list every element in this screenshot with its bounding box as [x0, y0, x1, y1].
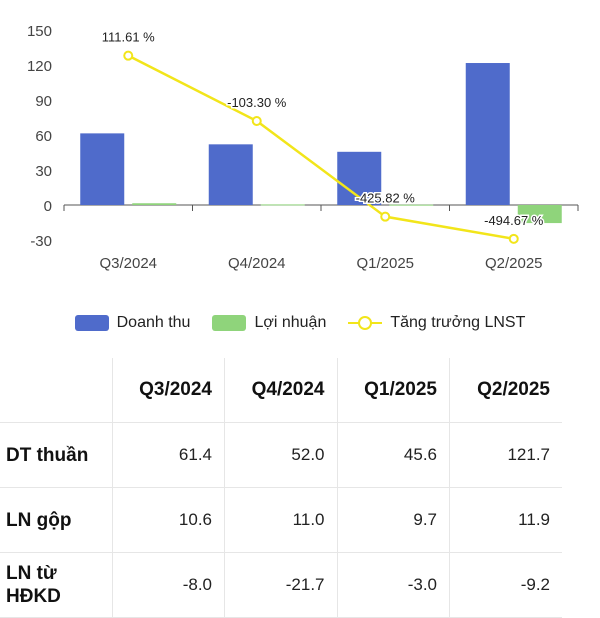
growth-point [123, 50, 134, 61]
bar-profit [260, 204, 305, 206]
x-tick-label: Q4/2024 [228, 255, 286, 272]
legend-item-profit[interactable]: Lợi nhuận [212, 314, 326, 332]
x-axis: Q3/2024 Q4/2024 Q1/2025 Q2/2025 [63, 204, 579, 272]
bar-profit [132, 203, 177, 205]
table-header-q4-2024: Q4/2024 [224, 358, 338, 423]
legend-swatch-revenue [74, 315, 109, 331]
table-row: LN từ HĐKD -8.0 -21.7 -3.0 -9.2 [0, 552, 562, 618]
growth-line: 111.61 % -103.30 % -425.82 % -494.67 % [100, 28, 545, 244]
table-cell: 11.0 [224, 487, 338, 553]
table-cell: 9.7 [337, 487, 450, 553]
bar-revenue [208, 144, 253, 205]
table-header-row: Q3/2024 Q4/2024 Q1/2025 Q2/2025 [0, 358, 562, 423]
table-header-blank [0, 358, 113, 423]
growth-point [508, 233, 519, 244]
table-cell: 52.0 [224, 422, 338, 488]
x-tick-label: Q1/2025 [356, 255, 414, 272]
table-cell: 121.7 [449, 422, 562, 488]
y-tick-label: 60 [35, 128, 52, 145]
growth-point [380, 211, 391, 222]
row-label: LN gộp [0, 487, 113, 553]
legend-swatch-growth [348, 315, 383, 331]
combo-chart: -30 0 30 60 90 120 150 Q3/2024 Q4/2024 Q1/2025 Q2… [27, 23, 579, 272]
row-label: DT thuần [0, 422, 113, 488]
legend: Doanh thu Lợi nhuận Tăng trưởng LNST [0, 308, 600, 338]
bars [80, 63, 562, 224]
y-tick-label: 120 [27, 58, 52, 75]
y-tick-label: 30 [35, 163, 52, 180]
legend-label-profit: Lợi nhuận [254, 314, 327, 331]
financial-table: Q3/2024 Q4/2024 Q1/2025 Q2/2025 DT thuần… [0, 358, 600, 618]
y-tick-label: 0 [44, 198, 52, 215]
bar-profit [389, 204, 434, 206]
table-cell: 45.6 [337, 422, 450, 488]
growth-data-label: -103.30 % [227, 95, 287, 110]
growth-line-path [127, 54, 514, 241]
y-tick-label: 90 [35, 93, 52, 110]
table-header-q2-2025: Q2/2025 [449, 358, 562, 423]
table-cell: 11.9 [449, 487, 562, 553]
legend-label-growth: Tăng trưởng LNST [390, 314, 526, 331]
table-cell: 61.4 [112, 422, 225, 488]
table-cell: -8.0 [112, 552, 225, 618]
row-label: LN từ HĐKD [0, 552, 113, 618]
y-axis: -30 0 30 60 90 120 150 [27, 23, 52, 250]
table-cell: 10.6 [112, 487, 225, 553]
bar-profit [517, 205, 562, 224]
legend-swatch-profit [212, 315, 247, 331]
legend-label-revenue: Doanh thu [116, 314, 191, 331]
growth-point [251, 116, 262, 126]
table-cell: -9.2 [449, 552, 562, 618]
bar-revenue [80, 133, 125, 205]
growth-data-label: -494.67 % [484, 213, 544, 228]
table-cell: -21.7 [224, 552, 338, 618]
bar-revenue [465, 63, 510, 206]
growth-data-label: 111.61 % [102, 30, 155, 45]
legend-item-revenue[interactable]: Doanh thu [74, 314, 191, 332]
table-cell: -3.0 [337, 552, 450, 618]
x-tick-label: Q2/2025 [485, 255, 543, 272]
table-row: DT thuần 61.4 52.0 45.6 121.7 [0, 422, 562, 488]
table-header-q3-2024: Q3/2024 [112, 358, 225, 423]
y-tick-label: 150 [27, 23, 52, 40]
table-header-q1-2025: Q1/2025 [337, 358, 450, 423]
legend-item-growth[interactable]: Tăng trưởng LNST [348, 314, 525, 332]
growth-data-label: -425.82 % [356, 191, 416, 206]
table-row: LN gộp 10.6 11.0 9.7 11.9 [0, 487, 562, 553]
x-tick-label: Q3/2024 [99, 255, 157, 272]
y-tick-label: -30 [30, 233, 52, 250]
